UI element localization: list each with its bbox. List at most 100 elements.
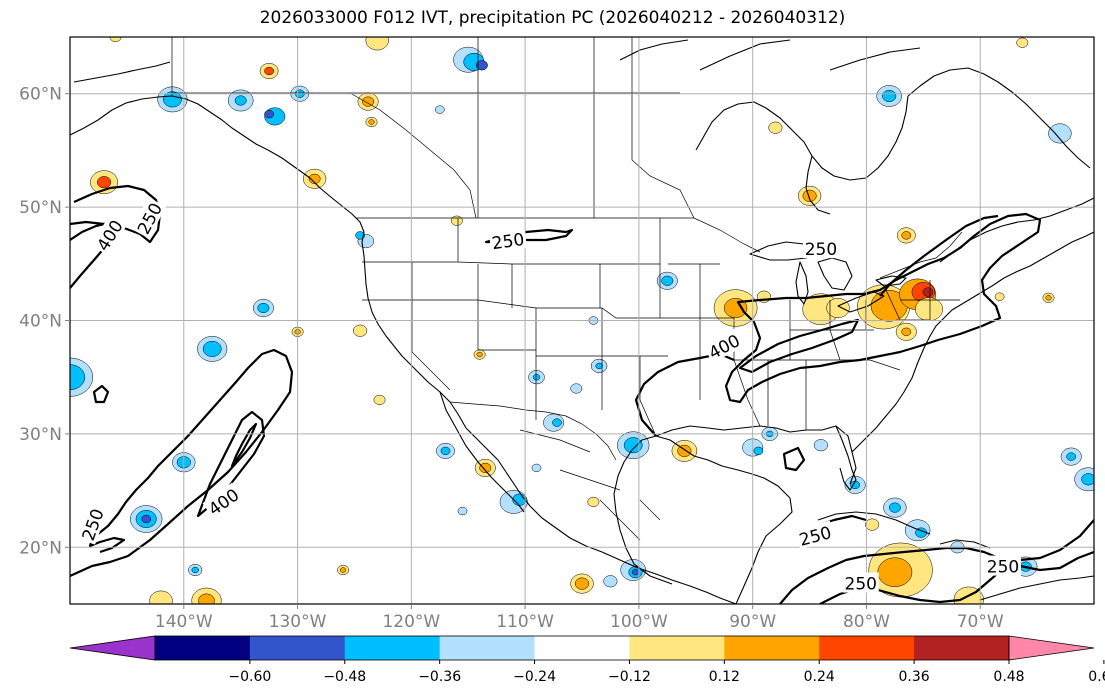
precip-anomaly-region — [1045, 295, 1052, 301]
precip-anomaly-region — [753, 446, 764, 456]
precip-anomaly-region — [234, 95, 247, 106]
precip-anomaly-region — [901, 231, 912, 240]
coastline-us-west — [361, 241, 467, 429]
ivt-contour-400-ohio-valley — [738, 318, 860, 374]
precip-anomaly-region — [1081, 473, 1094, 486]
precip-anomaly-region — [552, 418, 562, 427]
precip-anomaly-region — [1016, 37, 1029, 48]
precip-anomaly-region — [888, 502, 901, 513]
border-canada-provinces — [349, 37, 695, 219]
border-us-canada-east — [879, 231, 963, 279]
colorbar-extend-high — [1008, 635, 1095, 661]
precip-anomaly-region — [479, 462, 492, 473]
precip-anomaly-region — [901, 327, 912, 336]
precip-anomaly-region — [1048, 123, 1072, 144]
colorbar-bin — [534, 636, 630, 660]
coastline-cuba — [817, 511, 931, 535]
colorbar-frame — [154, 635, 1010, 661]
colorbar-tick-label: 0.12 — [709, 669, 740, 685]
coastline-baja-california — [439, 391, 525, 513]
coastline-james-bay — [805, 155, 831, 215]
graticule — [70, 37, 1094, 604]
colorbar-bin — [724, 636, 820, 660]
precip-anomaly-region — [574, 577, 590, 590]
precip-anomaly-region — [882, 89, 897, 103]
lon-tick-label: 70°W — [957, 612, 1004, 632]
precip-anomaly-region — [877, 557, 913, 587]
coastline-hispaniola — [939, 539, 991, 549]
precip-anomaly-region — [365, 37, 389, 51]
contour-level-label: 250 — [805, 240, 837, 260]
coastline-alaska-north — [73, 61, 171, 83]
colorbar-bin — [344, 636, 441, 660]
precip-anomaly-region — [198, 593, 215, 604]
colorbar-tick-label: −0.60 — [228, 669, 271, 685]
coastline-us-east — [851, 277, 1005, 453]
precip-anomaly-region — [915, 297, 943, 322]
coastline-alaska — [70, 95, 269, 151]
lon-tick-label: 140°W — [155, 612, 213, 632]
colorbar: −0.60 −0.48 −0.36 −0.24 −0.12 0.12 0.24 0.36 0.4… — [69, 635, 1105, 685]
lat-tick-label: 40°N — [19, 312, 62, 332]
precip-anomaly-region — [191, 566, 199, 574]
contour-label-background — [984, 555, 1021, 576]
colorbar-bin — [249, 636, 346, 660]
precip-anomaly-region — [475, 60, 488, 71]
coastline-gulf-of-california — [465, 427, 531, 507]
ivt-contour-250-caribbean — [779, 546, 1094, 604]
precip-anomaly-region — [97, 176, 112, 189]
axis-ticks: 140°W 130°W 120°W 110°W 100°W 90°W 80°W 70°W 20°… — [19, 85, 1004, 632]
contour-level-label: 250 — [987, 558, 1019, 578]
contour-label-background — [802, 238, 839, 259]
ivt-contour-250-maritimes — [879, 214, 999, 297]
contour-label-background — [842, 572, 879, 593]
coastline-arctic — [619, 39, 921, 71]
precip-anomaly-region — [865, 518, 880, 531]
colorbar-tick-label: −0.12 — [608, 669, 651, 685]
colorbar-tick-label: 0.24 — [804, 669, 835, 685]
lon-tick-label: 110°W — [496, 612, 554, 632]
contour-level-label: 250 — [845, 575, 877, 595]
precip-anomaly-region — [141, 514, 152, 524]
precip-anomaly-region — [457, 506, 468, 516]
lon-tick-label: 100°W — [610, 612, 668, 632]
colorbar-bin — [819, 636, 915, 660]
contour-level-label: 250 — [491, 230, 526, 254]
colorbar-extend-low — [69, 635, 156, 661]
precip-anomaly-region — [677, 444, 692, 457]
lat-tick-label: 60°N — [19, 85, 62, 105]
contour-label-background — [703, 328, 745, 363]
colorbar-tick-label: −0.24 — [513, 669, 556, 685]
border-us-mexico — [449, 401, 617, 461]
colorbar-bin — [155, 636, 251, 660]
lake-erie — [837, 291, 885, 313]
precip-anomaly-region — [353, 324, 368, 337]
contour-label-background — [76, 503, 108, 545]
precip-anomaly-region — [202, 340, 222, 357]
colorbar-tick-label: 0.36 — [899, 669, 930, 685]
figure-title: 2026033000 F012 IVT, precipitation PC (2… — [259, 8, 846, 28]
coastline-gulf-of-mexico — [613, 435, 793, 604]
precip-anomaly-region — [264, 66, 274, 76]
lat-tick-label: 50°N — [19, 198, 62, 218]
precip-anomaly-region — [994, 292, 1005, 301]
precip-anomaly-region — [532, 374, 541, 381]
coastline-us-gulf — [655, 425, 857, 485]
precip-anomaly-region — [603, 575, 618, 588]
coastline-maritimes — [1003, 231, 1094, 279]
lon-tick-label: 120°W — [382, 612, 440, 632]
precip-anomaly-region — [661, 275, 674, 286]
precip-anomaly-region — [922, 287, 934, 297]
colorbar-tick-label: −0.48 — [323, 669, 366, 685]
ivt-contour-250-ohio-valley — [724, 212, 1042, 404]
precip-anomaly-region — [149, 590, 173, 604]
contour-label-background — [202, 482, 244, 520]
precip-anomaly-region — [362, 96, 375, 107]
coastline-florida — [835, 425, 857, 491]
lon-tick-label: 90°W — [729, 612, 776, 632]
precip-anomaly-region — [257, 302, 270, 314]
colorbar-bin — [439, 636, 536, 660]
precip-anomaly-region — [623, 437, 643, 454]
